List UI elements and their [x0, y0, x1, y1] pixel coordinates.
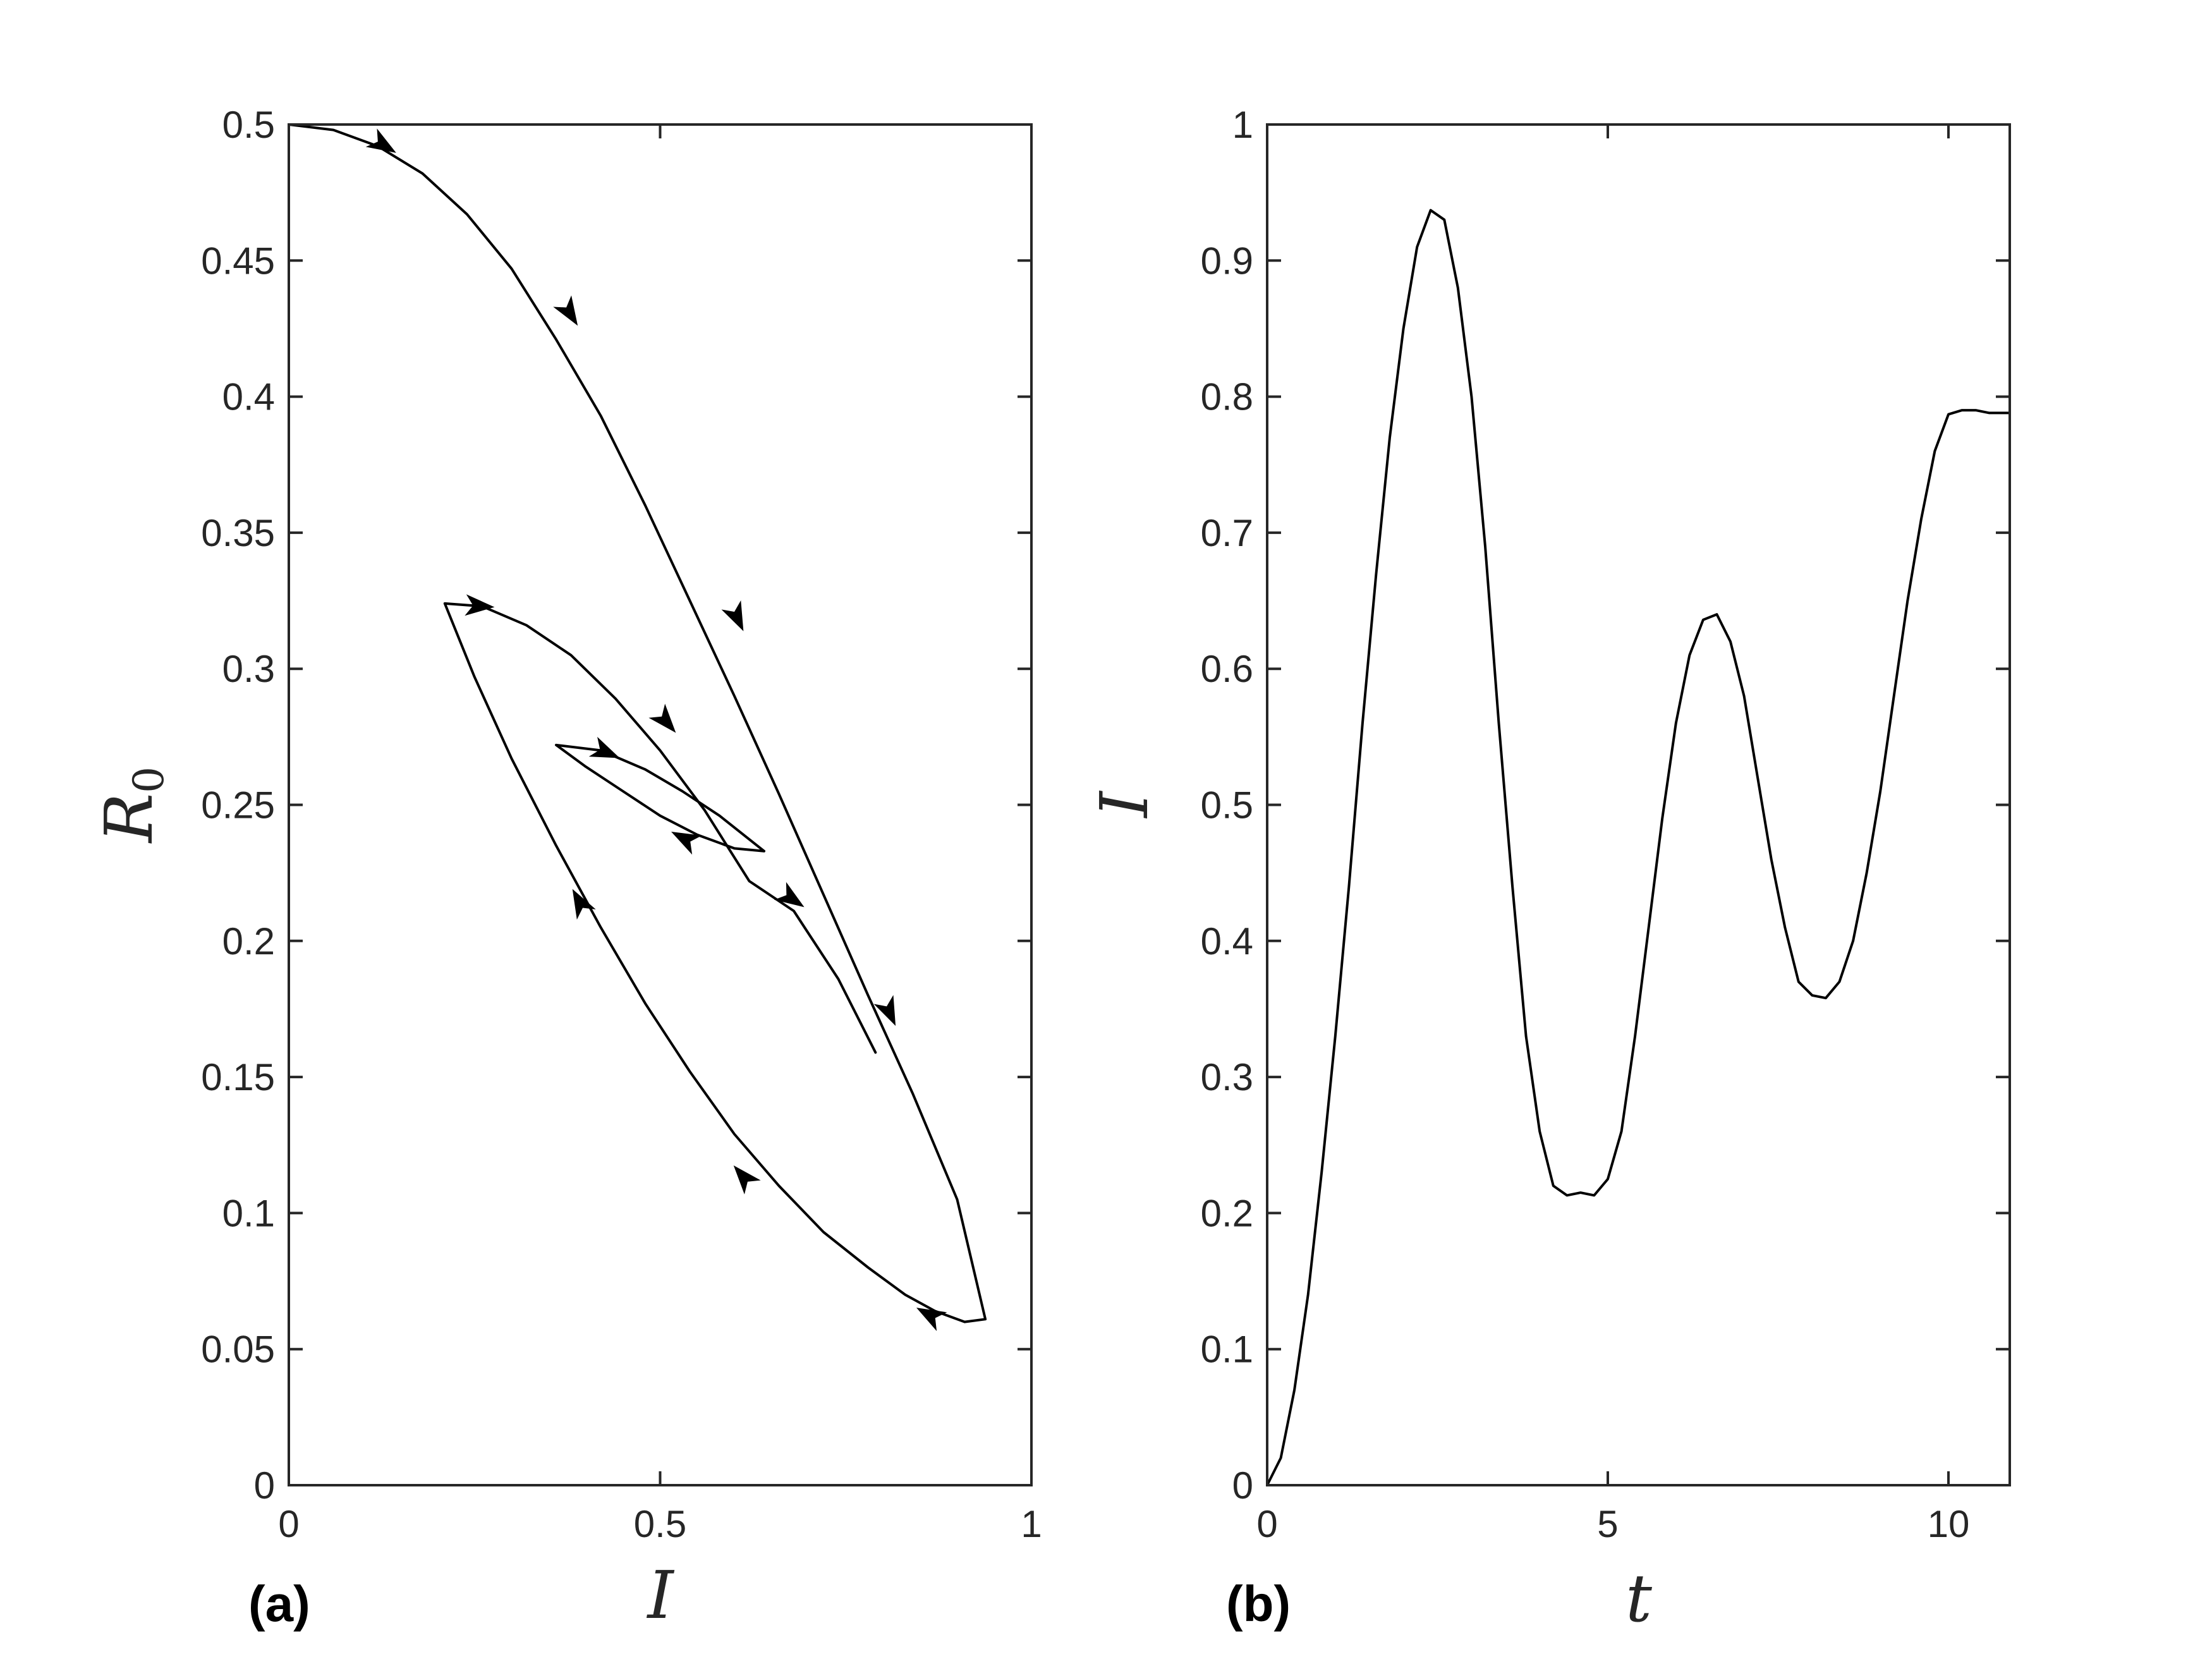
y-axis-label-b: I: [1086, 791, 1163, 819]
panel-a: 00.050.10.150.20.250.30.350.40.450.5 0 0.…: [90, 104, 1042, 1634]
y-tick-label: 0.3: [222, 648, 275, 690]
panel-label-a: (a): [248, 1576, 310, 1632]
y-tick-label: 0.35: [201, 512, 275, 554]
panel-label-b: (b): [1226, 1576, 1291, 1632]
direction-arrow: [572, 889, 596, 920]
direction-arrow: [721, 600, 744, 631]
series-line-1: [1266, 209, 2011, 1486]
direction-arrow: [774, 882, 805, 908]
y-axis-label-a: R0: [90, 767, 173, 844]
x-tick-label: 5: [1597, 1503, 1618, 1545]
x-tick-label: 1: [1021, 1503, 1042, 1545]
y-tick-label: 0: [1232, 1464, 1253, 1507]
y-tick-label: 0.5: [1201, 784, 1253, 827]
y-tick-label: 0.4: [222, 376, 275, 418]
direction-arrow: [733, 1165, 761, 1194]
ticks-b: [1266, 123, 2010, 1486]
y-tick-label: 0.4: [1201, 920, 1253, 963]
y-tick-label: 0.25: [201, 784, 275, 827]
x-axis-label-b: t: [1626, 1560, 1652, 1637]
y-tick-label: 0.1: [222, 1192, 275, 1234]
series-line-1: [288, 123, 987, 1323]
x-tick-label: 0.5: [634, 1503, 686, 1545]
y-tick-label: 0.45: [201, 240, 275, 282]
direction-arrow: [671, 832, 702, 855]
y-tick-label: 0.6: [1201, 648, 1253, 690]
phase-curves: [288, 123, 987, 1323]
direction-arrow: [465, 594, 495, 616]
y-tick-label: 0.5: [222, 104, 275, 146]
y-tick-label: 0.9: [1201, 240, 1253, 282]
direction-arrow: [588, 736, 620, 758]
y-tick-label: 0.15: [201, 1056, 275, 1098]
y-tick-label: 1: [1232, 104, 1253, 146]
x-tick-labels-a: 0 0.5 1: [278, 1503, 1042, 1545]
x-tick-labels-b: 0 5 10: [1256, 1503, 1969, 1545]
x-tick-label: 0: [1256, 1503, 1277, 1545]
y-tick-labels-b: 0 0.1 0.2 0.3 0.4 0.5 0.6 0.7 0.8 0.9 1: [1201, 104, 1253, 1507]
direction-arrow: [916, 1308, 947, 1332]
time-series-curve: [1266, 209, 2011, 1486]
direction-arrow: [553, 295, 578, 326]
ticks-a: [288, 123, 1033, 1486]
y-tick-label: 0: [254, 1464, 275, 1507]
y-tick-label: 0.3: [1201, 1056, 1253, 1098]
y-tick-labels-a: 0 0.05 0.1 0.15 0.2 0.25 0.3 0.35 0.4 0.45 0.5: [201, 104, 275, 1507]
axes-frame-a: [288, 123, 1033, 1486]
direction-arrow: [365, 128, 396, 153]
series-line-2: [555, 743, 765, 853]
y-tick-label: 0.05: [201, 1328, 275, 1371]
direction-arrow: [648, 703, 676, 733]
direction-arrow: [873, 995, 896, 1026]
x-tick-label: 0: [278, 1503, 299, 1545]
y-tick-label: 0.8: [1201, 376, 1253, 418]
x-axis-label-a: I: [646, 1557, 674, 1634]
x-tick-label: 10: [1928, 1503, 1970, 1545]
panel-b: 0 0.1 0.2 0.3 0.4 0.5 0.6 0.7 0.8 0.9 1 0 5 10 t I (…: [1086, 104, 2011, 1637]
y-tick-label: 0.2: [1201, 1192, 1253, 1234]
y-tick-label: 0.2: [222, 920, 275, 963]
y-tick-label: 0.1: [1201, 1328, 1253, 1371]
direction-arrows: [365, 128, 947, 1332]
y-tick-label: 0.7: [1201, 512, 1253, 554]
axes-frame-b: [1266, 123, 2011, 1486]
